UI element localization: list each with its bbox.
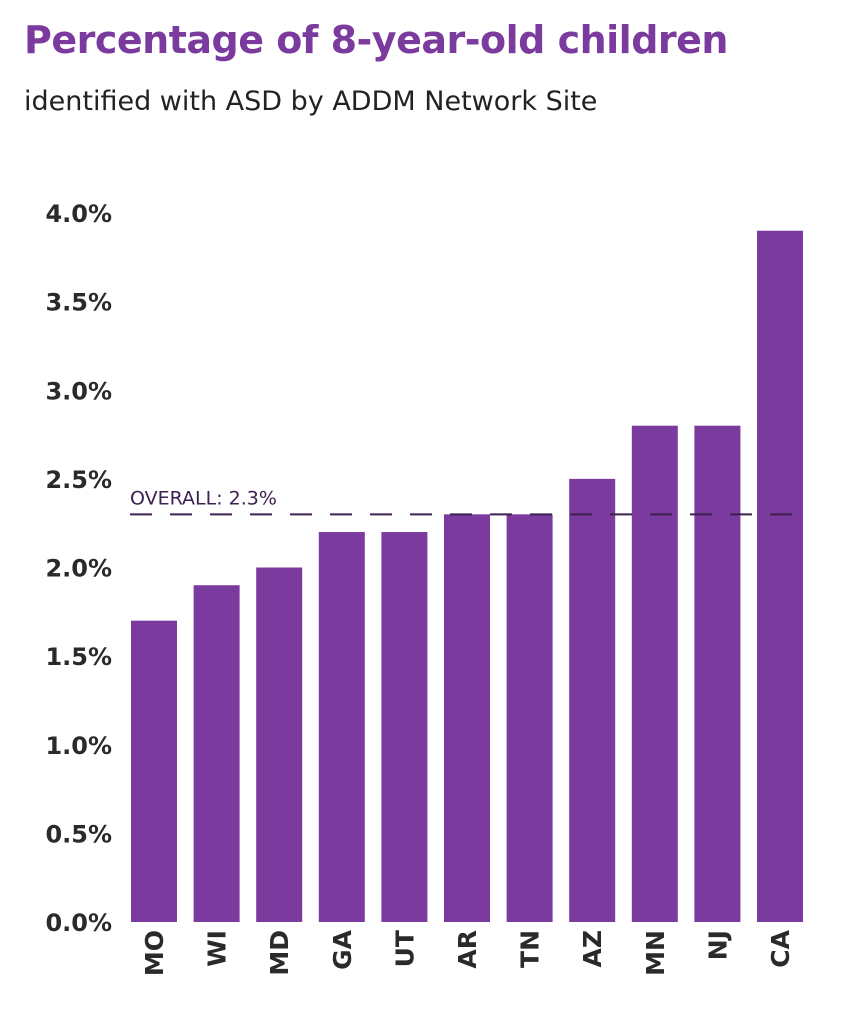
bar-nj (694, 425, 741, 922)
bar-ut (381, 532, 428, 922)
x-tick-label: AZ (578, 930, 607, 967)
bar-ca (757, 230, 803, 923)
overall-reference-label: OVERALL: 2.3% (130, 487, 277, 509)
x-tick-label: MN (641, 930, 670, 976)
x-tick-label: NJ (703, 930, 732, 960)
x-tick-label: WI (203, 930, 232, 967)
bar-ga (318, 532, 365, 922)
x-tick-label: GA (328, 929, 357, 970)
y-tick-label: 1.5% (45, 643, 112, 671)
y-tick-label: 4.0% (45, 200, 112, 228)
chart-title: Percentage of 8-year-old children (24, 18, 728, 62)
x-tick-label: UT (390, 930, 419, 967)
x-tick-label: AR (453, 930, 482, 969)
y-tick-label: 1.0% (45, 732, 112, 760)
y-tick-label: 2.5% (45, 466, 112, 494)
bar-tn (506, 514, 553, 922)
y-tick-label: 3.5% (45, 289, 112, 317)
bar-mn (631, 425, 678, 922)
y-tick-label: 0.0% (45, 909, 112, 937)
x-tick-label: TN (516, 930, 545, 968)
chart-subtitle: identified with ASD by ADDM Network Site (24, 86, 598, 117)
x-tick-label: CA (766, 929, 795, 967)
y-tick-label: 0.5% (45, 820, 112, 848)
x-tick-label: MD (265, 930, 294, 976)
bar-wi (193, 585, 240, 922)
bar-az (569, 478, 616, 922)
bar-mo (131, 620, 177, 922)
x-tick-label: MO (140, 930, 169, 976)
bar-md (256, 567, 303, 922)
y-tick-label: 3.0% (45, 377, 112, 405)
bar-ar (444, 514, 490, 922)
y-tick-label: 2.0% (45, 555, 112, 583)
